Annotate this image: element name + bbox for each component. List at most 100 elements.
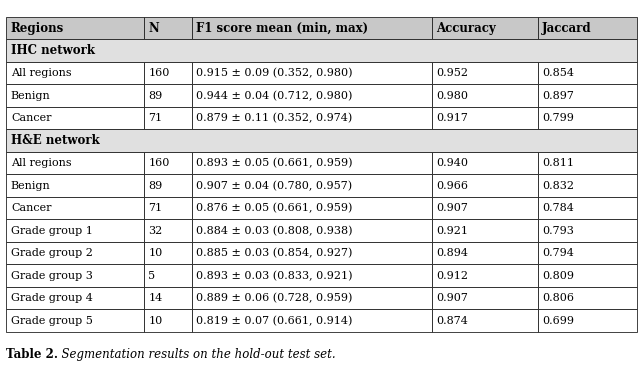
Bar [192, 287, 432, 309]
Bar [6, 107, 144, 129]
Bar [6, 287, 144, 309]
Text: 0.893 ± 0.03 (0.833, 0.921): 0.893 ± 0.03 (0.833, 0.921) [196, 270, 353, 281]
Bar [144, 219, 192, 242]
Bar [538, 264, 637, 287]
Text: 0.980: 0.980 [436, 91, 468, 101]
Bar [192, 197, 432, 219]
Bar [6, 17, 144, 39]
Text: 0.917: 0.917 [436, 113, 468, 123]
Text: 0.884 ± 0.03 (0.808, 0.938): 0.884 ± 0.03 (0.808, 0.938) [196, 225, 353, 236]
Text: 0.897: 0.897 [542, 91, 574, 101]
Text: 0.940: 0.940 [436, 158, 468, 168]
Bar [144, 242, 192, 264]
Bar [144, 84, 192, 107]
Text: 71: 71 [148, 113, 163, 123]
Text: All regions: All regions [11, 158, 72, 168]
Bar [432, 174, 538, 197]
Text: 0.784: 0.784 [542, 203, 574, 213]
Text: 0.885 ± 0.03 (0.854, 0.927): 0.885 ± 0.03 (0.854, 0.927) [196, 248, 353, 258]
Text: 0.907: 0.907 [436, 203, 468, 213]
Bar [6, 197, 144, 219]
Bar [538, 219, 637, 242]
Text: 0.876 ± 0.05 (0.661, 0.959): 0.876 ± 0.05 (0.661, 0.959) [196, 203, 353, 213]
Bar [538, 17, 637, 39]
Bar [432, 62, 538, 84]
Bar [538, 62, 637, 84]
Bar [144, 62, 192, 84]
Text: Grade group 4: Grade group 4 [11, 293, 93, 303]
Text: 0.907 ± 0.04 (0.780, 0.957): 0.907 ± 0.04 (0.780, 0.957) [196, 180, 353, 191]
Text: 0.966: 0.966 [436, 181, 468, 190]
Bar [6, 152, 144, 174]
Bar [144, 309, 192, 332]
Text: 14: 14 [148, 293, 163, 303]
Bar [6, 174, 144, 197]
Text: Grade group 3: Grade group 3 [11, 271, 93, 280]
Bar [538, 152, 637, 174]
Bar [432, 264, 538, 287]
Bar [6, 219, 144, 242]
Bar [6, 39, 637, 62]
Text: IHC network: IHC network [11, 44, 95, 57]
Text: 0.893 ± 0.05 (0.661, 0.959): 0.893 ± 0.05 (0.661, 0.959) [196, 158, 353, 168]
Bar [538, 197, 637, 219]
Text: 10: 10 [148, 316, 163, 326]
Bar [432, 309, 538, 332]
Text: 71: 71 [148, 203, 163, 213]
Bar [538, 309, 637, 332]
Text: Benign: Benign [11, 91, 51, 101]
Text: Grade group 1: Grade group 1 [11, 226, 93, 236]
Text: 0.832: 0.832 [542, 181, 574, 190]
Text: 32: 32 [148, 226, 163, 236]
Text: 0.794: 0.794 [542, 248, 574, 258]
Bar [192, 309, 432, 332]
Bar [538, 287, 637, 309]
Text: 10: 10 [148, 248, 163, 258]
Bar [432, 84, 538, 107]
Bar [192, 242, 432, 264]
Bar [192, 219, 432, 242]
Bar [192, 107, 432, 129]
Bar [6, 264, 144, 287]
Text: Segmentation results on the hold-out test set.: Segmentation results on the hold-out tes… [54, 348, 336, 361]
Text: 0.811: 0.811 [542, 158, 574, 168]
Bar [6, 309, 144, 332]
Bar [432, 17, 538, 39]
Bar [538, 107, 637, 129]
Text: 0.944 ± 0.04 (0.712, 0.980): 0.944 ± 0.04 (0.712, 0.980) [196, 90, 353, 101]
Bar [144, 107, 192, 129]
Text: Cancer: Cancer [11, 113, 51, 123]
Text: 0.889 ± 0.06 (0.728, 0.959): 0.889 ± 0.06 (0.728, 0.959) [196, 293, 353, 303]
Bar [144, 197, 192, 219]
Bar [144, 17, 192, 39]
Bar [538, 242, 637, 264]
Text: Accuracy: Accuracy [436, 22, 496, 34]
Bar [6, 129, 637, 152]
Text: 0.874: 0.874 [436, 316, 468, 326]
Text: Table 2.: Table 2. [6, 348, 58, 361]
Text: N: N [148, 22, 159, 34]
Bar [192, 264, 432, 287]
Text: 0.912: 0.912 [436, 271, 468, 280]
Text: 0.907: 0.907 [436, 293, 468, 303]
Text: 0.854: 0.854 [542, 68, 574, 78]
Text: 0.806: 0.806 [542, 293, 574, 303]
Text: F1 score mean (min, max): F1 score mean (min, max) [196, 22, 369, 34]
Text: 0.952: 0.952 [436, 68, 468, 78]
Bar [432, 152, 538, 174]
Bar [144, 152, 192, 174]
Bar [192, 174, 432, 197]
Text: 89: 89 [148, 91, 163, 101]
Bar [192, 17, 432, 39]
Text: 0.894: 0.894 [436, 248, 468, 258]
Text: Grade group 5: Grade group 5 [11, 316, 93, 326]
Bar [192, 62, 432, 84]
Text: 0.921: 0.921 [436, 226, 468, 236]
Text: H&E network: H&E network [11, 134, 100, 147]
Text: Cancer: Cancer [11, 203, 51, 213]
Bar [432, 242, 538, 264]
Bar [432, 197, 538, 219]
Text: Grade group 2: Grade group 2 [11, 248, 93, 258]
Text: 0.799: 0.799 [542, 113, 574, 123]
Bar [192, 152, 432, 174]
